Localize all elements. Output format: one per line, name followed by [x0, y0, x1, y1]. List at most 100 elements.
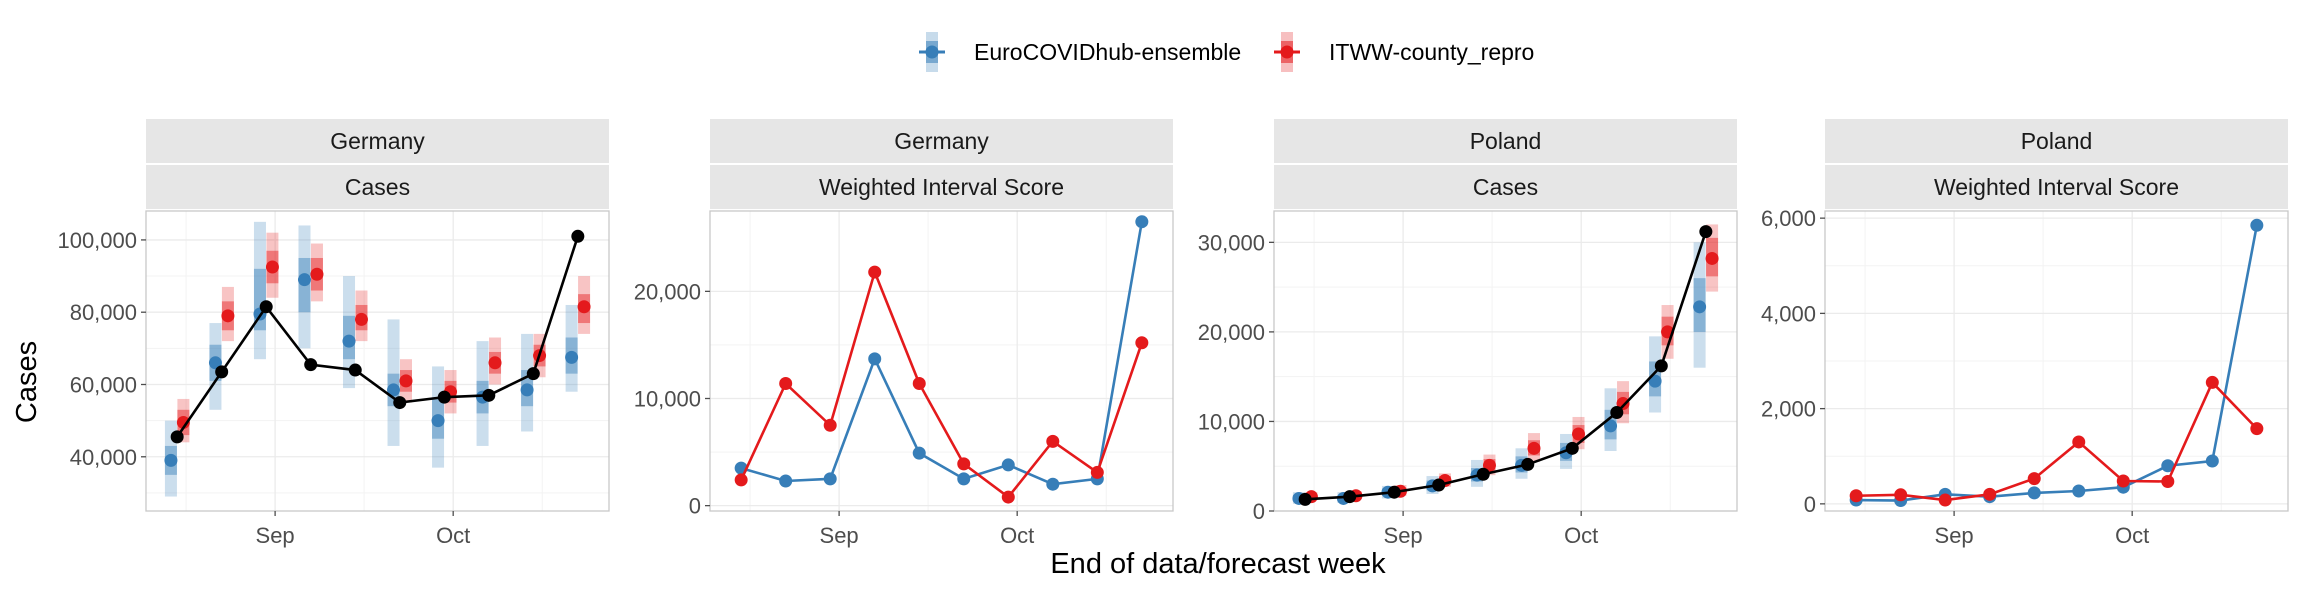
score-point	[1938, 493, 1952, 507]
legend-item: ITWW-county_repro	[1274, 32, 1534, 72]
observed-point	[215, 365, 229, 379]
x-tick-label: Sep	[1935, 523, 1974, 548]
y-tick-label: 30,000	[1198, 230, 1265, 255]
facet-strip-measure	[1825, 165, 2288, 209]
score-point	[912, 446, 926, 460]
outer-interval-band	[521, 333, 534, 432]
facet-label-location: Germany	[330, 128, 425, 154]
score-point	[1135, 336, 1149, 350]
y-tick-label: 0	[689, 494, 701, 519]
forecast-series	[164, 221, 579, 497]
observed-point	[1654, 359, 1668, 373]
observed-point	[526, 367, 540, 381]
score-point	[2072, 484, 2086, 498]
panel-border	[709, 210, 1174, 512]
score-point	[2205, 375, 2219, 389]
outer-interval-band	[298, 225, 311, 349]
observed-point	[1343, 490, 1357, 504]
x-tick-label: Oct	[1564, 523, 1598, 548]
facet-strip-measure	[710, 165, 1173, 209]
observed-point	[1699, 225, 1713, 239]
x-tick-label: Oct	[436, 523, 470, 548]
median-point	[1705, 251, 1719, 265]
median-point	[1604, 419, 1618, 433]
forecast-series	[1304, 224, 1719, 504]
median-point	[208, 356, 222, 370]
legend-label: ITWW-county_repro	[1329, 39, 1534, 65]
observed-point	[348, 363, 362, 377]
legend-key-point	[1280, 45, 1294, 59]
facet-strip-measure	[1274, 165, 1737, 209]
x-tick-label: Oct	[2115, 523, 2149, 548]
score-point	[912, 377, 926, 390]
y-tick-label: 6,000	[1761, 206, 1816, 231]
score-point	[1849, 489, 1863, 503]
score-point	[823, 418, 837, 432]
median-point	[221, 309, 235, 323]
observed-point	[304, 358, 318, 372]
observed-line	[1305, 231, 1708, 501]
score-point	[2161, 459, 2175, 473]
facet-panels: Germany Cases 40,000 60,000 80,000 100,000 Sep…	[57, 119, 2289, 548]
observed-series	[170, 229, 585, 444]
facet-panel: Poland Weighted Interval Score 0 2,000 4,000…	[1761, 119, 2289, 548]
facet-label-location: Germany	[894, 128, 989, 154]
median-point	[520, 383, 534, 397]
outer-interval-band	[387, 319, 400, 446]
score-point	[2205, 454, 2219, 468]
outer-interval-band	[253, 221, 266, 360]
panel-border	[1273, 210, 1738, 512]
y-tick-label: 2,000	[1761, 397, 1816, 422]
facet-label-location: Poland	[2021, 128, 2093, 154]
y-tick-label: 0	[1804, 492, 1816, 517]
score-point	[2027, 486, 2041, 500]
facet-strip-location	[1274, 119, 1737, 163]
score-point	[1983, 487, 1997, 501]
facet-strip-measure	[146, 165, 609, 209]
observed-point	[1610, 405, 1624, 419]
x-axis-title: End of data/forecast week	[1050, 548, 1386, 580]
facet-label-measure: Cases	[1473, 174, 1538, 200]
score-point	[1090, 465, 1104, 479]
score-point	[779, 474, 793, 488]
median-point	[1527, 441, 1541, 455]
y-tick-label: 40,000	[70, 445, 137, 470]
y-tick-label: 80,000	[70, 300, 137, 325]
score-line	[1856, 380, 2258, 502]
observed-point	[1432, 478, 1446, 492]
observed-point	[482, 388, 496, 402]
median-point	[297, 273, 311, 287]
score-point	[1894, 488, 1908, 502]
score-line	[740, 221, 1144, 486]
y-tick-label: 60,000	[70, 372, 137, 397]
legend-item: EuroCOVIDhub-ensemble	[919, 32, 1241, 72]
y-axis-title: Cases	[11, 341, 43, 423]
score-point	[1001, 458, 1015, 472]
median-point	[431, 414, 445, 428]
facet-label-measure: Weighted Interval Score	[819, 174, 1064, 200]
observed-point	[1298, 492, 1312, 506]
x-tick-label: Oct	[1000, 523, 1034, 548]
score-series	[1849, 218, 2264, 508]
observed-point	[1476, 467, 1490, 481]
score-point	[779, 377, 793, 390]
score-point	[823, 472, 837, 486]
median-point	[310, 267, 324, 281]
observed-point	[1387, 485, 1401, 499]
y-tick-label: 20,000	[634, 279, 701, 304]
x-tick-label: Sep	[820, 523, 859, 548]
median-point	[176, 415, 190, 429]
score-point	[2161, 474, 2175, 488]
score-point	[2072, 435, 2086, 449]
legend: EuroCOVIDhub-ensemble ITWW-county_repro	[919, 32, 1534, 72]
median-point	[387, 383, 401, 397]
outer-interval-band	[1649, 336, 1662, 413]
y-tick-label: 20,000	[1198, 320, 1265, 345]
score-point	[2116, 474, 2130, 488]
facet-label-measure: Cases	[345, 174, 410, 200]
panel-border	[145, 210, 610, 512]
score-point	[1046, 477, 1060, 491]
score-series	[734, 215, 1149, 491]
facet-strip-location	[710, 119, 1173, 163]
